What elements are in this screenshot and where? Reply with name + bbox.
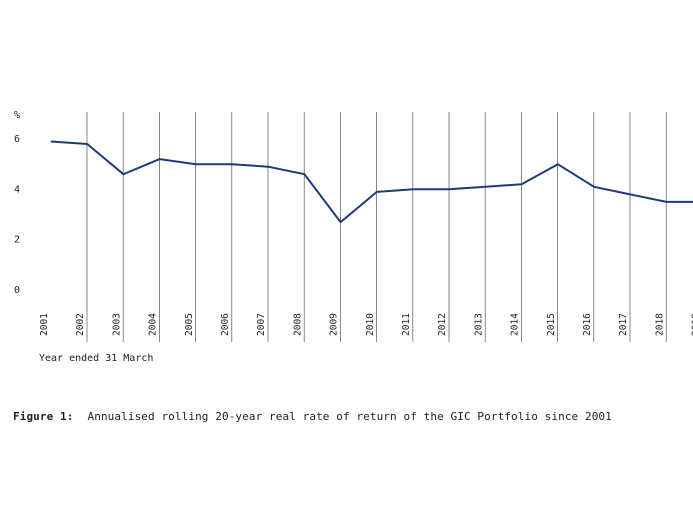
y-axis: 0 2 4 6 — [14, 134, 20, 296]
x-tick-label-2014: 2014 — [510, 313, 521, 336]
figure-caption-text: Annualised rolling 20-year real rate of … — [87, 410, 612, 423]
data-point-2008 — [303, 173, 305, 175]
x-tick-label-2013: 2013 — [473, 313, 484, 336]
y-tick-label: 2 — [14, 235, 20, 246]
data-point-2014 — [521, 183, 523, 185]
data-point-2016 — [593, 186, 595, 188]
x-tick-label-2002: 2002 — [75, 313, 86, 336]
data-point-2001 — [50, 141, 52, 142]
x-tick-label-2016: 2016 — [582, 313, 593, 336]
series-polyline — [50, 140, 693, 224]
x-tick-label-2010: 2010 — [365, 313, 376, 336]
data-point-2004 — [159, 158, 161, 160]
x-tick-label-2003: 2003 — [111, 313, 122, 336]
data-point-2011 — [412, 188, 414, 190]
grid-lines — [86, 112, 667, 342]
x-tick-label-2008: 2008 — [292, 313, 303, 336]
figure-caption: Figure 1: Annualised rolling 20-year real… — [13, 410, 612, 423]
x-tick-label-2007: 2007 — [256, 313, 267, 336]
data-point-2005 — [195, 163, 197, 165]
y-tick-label: 0 — [14, 285, 20, 296]
x-tick-label-2019: 2019 — [691, 313, 693, 336]
data-point-2018 — [665, 201, 667, 203]
data-point-2007 — [267, 166, 269, 168]
x-axis: 2001 2002 2003 2004 2005 2006 2007 2008 2009 2010… — [39, 313, 693, 336]
y-axis-unit-label: % — [14, 110, 20, 121]
data-point-2006 — [231, 163, 233, 165]
x-tick-label-2004: 2004 — [148, 313, 159, 336]
y-tick-label: 6 — [14, 134, 20, 145]
series-line — [50, 140, 693, 224]
x-tick-label-2012: 2012 — [437, 313, 448, 336]
x-tick-label-2009: 2009 — [329, 313, 340, 336]
y-tick-label: 4 — [14, 184, 20, 195]
figure-label: Figure 1: — [13, 410, 74, 423]
data-point-2015 — [557, 163, 559, 165]
x-tick-label-2017: 2017 — [618, 313, 629, 336]
x-tick-label-2015: 2015 — [546, 313, 557, 336]
data-point-2010 — [376, 191, 378, 193]
x-axis-title: Year ended 31 March — [39, 353, 153, 364]
x-tick-label-2011: 2011 — [401, 313, 412, 336]
data-point-2003 — [122, 173, 124, 175]
x-tick-label-2005: 2005 — [184, 313, 195, 336]
data-point-2013 — [484, 186, 486, 188]
x-tick-label-2006: 2006 — [220, 313, 231, 336]
data-point-2002 — [86, 143, 88, 145]
data-point-2012 — [448, 188, 450, 190]
x-tick-label-2018: 2018 — [654, 313, 665, 336]
data-point-2009 — [340, 221, 342, 223]
data-point-2017 — [629, 193, 631, 195]
x-tick-label-2001: 2001 — [39, 313, 50, 336]
